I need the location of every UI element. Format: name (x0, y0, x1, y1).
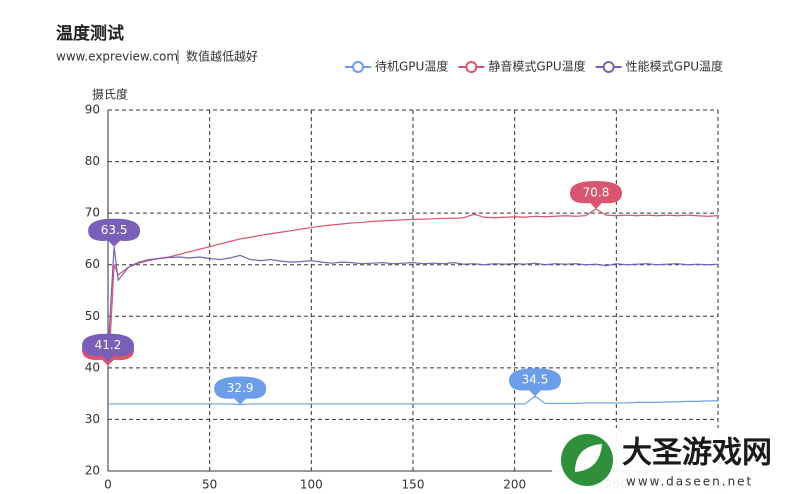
pin (88, 218, 141, 247)
pin-label: 41.2 (95, 338, 122, 352)
pin (509, 368, 561, 397)
y-tick-label: 30 (85, 412, 100, 426)
y-tick-label: 60 (85, 257, 100, 271)
pin (570, 181, 622, 210)
x-tick-label: 150 (402, 478, 425, 492)
legend-marker (602, 61, 615, 73)
y-tick-label: 80 (85, 154, 100, 168)
legend-label: 静音模式GPU温度 (488, 59, 585, 74)
legend-label: 待机GPU温度 (375, 59, 448, 74)
pin-label: 70.8 (583, 186, 610, 200)
subtitle: 数值越低越好 (186, 49, 258, 64)
y-axis-label: 摄氏度 (92, 87, 128, 102)
x-tick-label: 100 (300, 478, 323, 492)
pin-label: 63.5 (101, 223, 128, 237)
watermark: 大圣游戏网 www.daseen.net (552, 428, 806, 494)
chart-title: 温度测试 (56, 23, 124, 44)
y-tick-label: 50 (85, 309, 100, 323)
series-line (107, 208, 719, 366)
pin-label: 34.5 (522, 373, 549, 387)
y-tick-label: 20 (85, 464, 100, 478)
legend-marker (465, 61, 478, 73)
watermark-logo-leaf (575, 444, 602, 472)
legend-marker (352, 61, 364, 73)
y-tick-label: 90 (85, 103, 100, 117)
series-line (107, 246, 719, 362)
pin-label: 32.9 (227, 381, 254, 395)
watermark-url: www.daseen.net (626, 475, 753, 489)
series-line (108, 395, 718, 406)
pin (82, 333, 134, 362)
source: www.expreview.com (56, 50, 178, 64)
watermark-name: 大圣游戏网 (622, 436, 772, 471)
x-tick-label: 0 (104, 478, 112, 492)
x-tick-label: 50 (202, 478, 217, 492)
y-tick-label: 70 (85, 206, 100, 220)
legend-label: 性能模式GPU温度 (626, 59, 723, 74)
pin (214, 376, 267, 405)
x-tick-label: 200 (503, 478, 526, 492)
y-tick-label: 40 (85, 360, 100, 374)
